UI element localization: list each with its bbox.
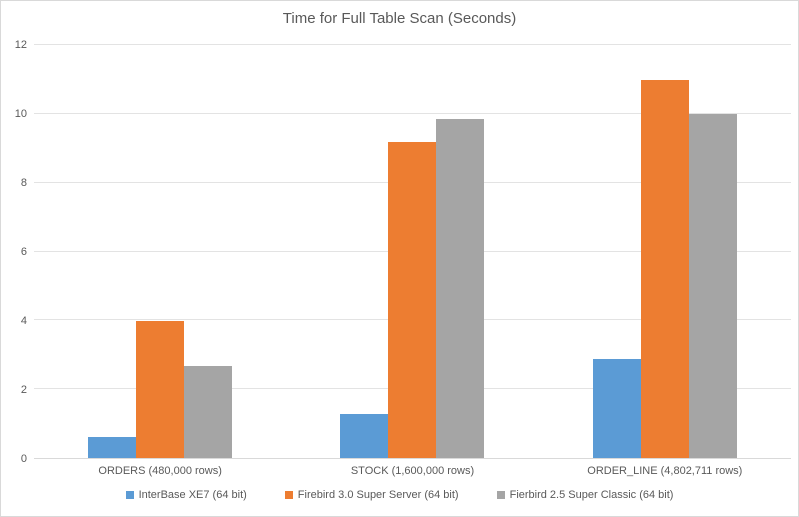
y-axis-tick-label: 12 — [14, 39, 27, 51]
bar — [136, 321, 185, 458]
bar — [388, 142, 437, 458]
y-axis-tick-label: 2 — [20, 384, 27, 396]
bar — [184, 366, 233, 458]
bar — [340, 414, 389, 458]
y-axis-tick-label: 0 — [20, 453, 27, 465]
legend-swatch — [284, 491, 293, 499]
x-axis: ORDERS (480,000 rows) STOCK (1,600,000 ro… — [34, 465, 791, 477]
legend-item: InterBase XE7 (64 bit) — [125, 489, 247, 501]
plot-area — [34, 44, 791, 459]
y-axis: 0 2 4 6 8 10 12 — [1, 39, 27, 465]
category-label: STOCK (1,600,000 rows) — [350, 465, 475, 477]
y-axis-tick-label: 8 — [20, 176, 27, 189]
y-axis-tick-label: 4 — [20, 314, 27, 327]
legend: InterBase XE7 (64 bit) Firebird 3.0 Super… — [1, 489, 798, 501]
legend-item: Firebird 3.0 Super Server (64 bit) — [284, 489, 459, 501]
legend-label: InterBase XE7 (64 bit) — [138, 489, 247, 501]
bar — [436, 119, 485, 458]
legend-swatch — [496, 491, 505, 499]
bar — [592, 358, 641, 458]
legend-label: Fierbird 2.5 Super Classic (64 bit) — [509, 489, 674, 501]
bar-cluster — [34, 45, 286, 458]
legend-label: Firebird 3.0 Super Server (64 bit) — [297, 489, 459, 501]
bar-cluster — [539, 45, 791, 458]
bar-cluster — [286, 45, 538, 458]
bar — [88, 436, 137, 458]
y-axis-tick-label: 10 — [14, 107, 27, 120]
category-label: ORDERS (480,000 rows) — [98, 465, 222, 477]
legend-swatch — [125, 491, 134, 499]
bar — [688, 113, 737, 458]
legend-item: Fierbird 2.5 Super Classic (64 bit) — [496, 489, 674, 501]
category-label: ORDER_LINE (4,802,711 rows) — [587, 465, 743, 477]
y-axis-tick-label: 6 — [20, 246, 27, 258]
gridline — [34, 44, 791, 45]
bar — [640, 80, 689, 458]
chart-title: Time for Full Table Scan (Seconds) — [282, 10, 517, 27]
gridline — [34, 112, 791, 114]
